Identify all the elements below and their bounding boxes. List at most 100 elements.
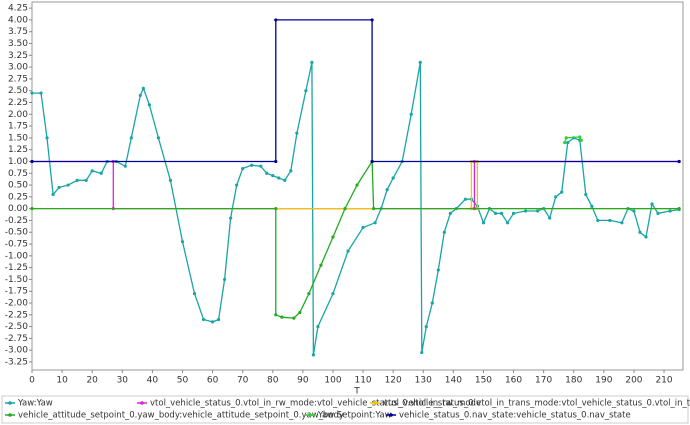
- point: [235, 183, 239, 187]
- point: [566, 140, 570, 145]
- point: [505, 221, 510, 225]
- x-tick-label: 40: [147, 376, 159, 386]
- x-tick-label: 140: [445, 376, 462, 386]
- point: [644, 235, 648, 239]
- point: [295, 131, 299, 135]
- legend-label: vtol_vehicle_status_0.vtol_in_rw_mode:vt…: [150, 399, 481, 409]
- legend-dot: [8, 401, 12, 405]
- point: [409, 112, 413, 116]
- point: [638, 230, 642, 234]
- point: [168, 178, 173, 182]
- y-tick-label: 0.00: [8, 204, 28, 214]
- y-tick-label: 0.50: [8, 181, 28, 191]
- point: [418, 60, 422, 64]
- y-tick-label: -2.50: [5, 322, 29, 332]
- point: [523, 209, 528, 213]
- point: [304, 89, 308, 93]
- point: [436, 268, 440, 272]
- legend-label: Yaw Setpoint:Yaw: [317, 411, 392, 421]
- point: [331, 235, 335, 239]
- legend-dot: [8, 413, 12, 417]
- x-tick-label: 60: [207, 376, 219, 386]
- y-tick-label: 3.75: [8, 27, 28, 37]
- point: [373, 221, 377, 225]
- point: [361, 225, 365, 230]
- y-tick-label: 1.75: [8, 122, 28, 132]
- y-tick-label: 2.25: [8, 98, 28, 108]
- point: [90, 169, 94, 173]
- point: [430, 301, 434, 305]
- point: [632, 209, 636, 213]
- y-tick-label: -0.75: [5, 240, 28, 250]
- point: [554, 195, 558, 199]
- y-tick-label: 2.50: [8, 86, 28, 96]
- y-tick-label: -2.25: [5, 310, 28, 320]
- y-tick-label: 3.50: [8, 39, 28, 49]
- point: [331, 291, 335, 296]
- legend-box: [1, 395, 689, 424]
- y-tick-label: 1.25: [8, 145, 28, 155]
- legend-dot: [308, 413, 312, 417]
- point: [274, 313, 278, 317]
- point: [493, 211, 498, 215]
- x-tick-label: 160: [505, 376, 522, 386]
- point: [283, 178, 287, 182]
- x-tick-label: 90: [297, 376, 309, 386]
- point: [391, 176, 395, 180]
- point: [346, 249, 350, 253]
- point: [250, 163, 254, 167]
- legend-label: vehicle_status_0.nav_state:vehicle_statu…: [399, 411, 631, 421]
- x-tick-label: 0: [29, 376, 35, 386]
- point: [147, 103, 151, 107]
- point: [442, 230, 446, 234]
- point: [30, 207, 34, 211]
- point: [84, 178, 88, 182]
- legend-label: Yaw:Yaw: [17, 399, 53, 409]
- point: [370, 18, 374, 22]
- y-tick-label: 3.00: [8, 63, 28, 73]
- y-tick-label: -1.50: [5, 275, 29, 285]
- point: [311, 353, 316, 357]
- point: [511, 211, 516, 215]
- point: [45, 136, 49, 140]
- series-line: [32, 19, 680, 163]
- x-tick-label: 20: [86, 376, 98, 386]
- point: [548, 216, 552, 220]
- point: [57, 185, 61, 190]
- legend-dot: [140, 401, 144, 405]
- y-tick-label: 0.25: [8, 192, 28, 202]
- point: [277, 176, 281, 180]
- x-tick-label: 110: [354, 376, 371, 386]
- point: [563, 140, 567, 145]
- series-line: [32, 62, 680, 356]
- point: [210, 320, 215, 324]
- point: [620, 221, 624, 225]
- point: [217, 317, 221, 322]
- legend-label: vtol_vehicle_status_0.vtol_in_trans_mode…: [383, 399, 690, 409]
- point: [265, 171, 269, 175]
- point: [141, 86, 145, 90]
- point: [180, 240, 185, 244]
- point: [343, 207, 347, 211]
- point: [30, 91, 34, 95]
- point: [66, 183, 70, 187]
- point: [292, 316, 296, 320]
- y-tick-label: -1.25: [5, 263, 28, 273]
- point: [51, 192, 55, 197]
- point: [156, 136, 161, 140]
- x-tick-label: 120: [385, 376, 402, 386]
- point: [370, 159, 374, 164]
- y-tick-label: -0.25: [5, 216, 28, 226]
- point: [656, 211, 660, 215]
- legend-dot: [373, 401, 377, 405]
- point: [316, 324, 320, 329]
- point: [385, 188, 389, 192]
- x-tick-label: 70: [237, 376, 249, 386]
- y-tick-label: -2.00: [5, 299, 29, 309]
- y-tick-label: 2.00: [8, 110, 28, 120]
- x-tick-label: 180: [565, 376, 582, 386]
- point: [307, 291, 311, 296]
- point: [39, 91, 43, 95]
- point: [584, 192, 588, 197]
